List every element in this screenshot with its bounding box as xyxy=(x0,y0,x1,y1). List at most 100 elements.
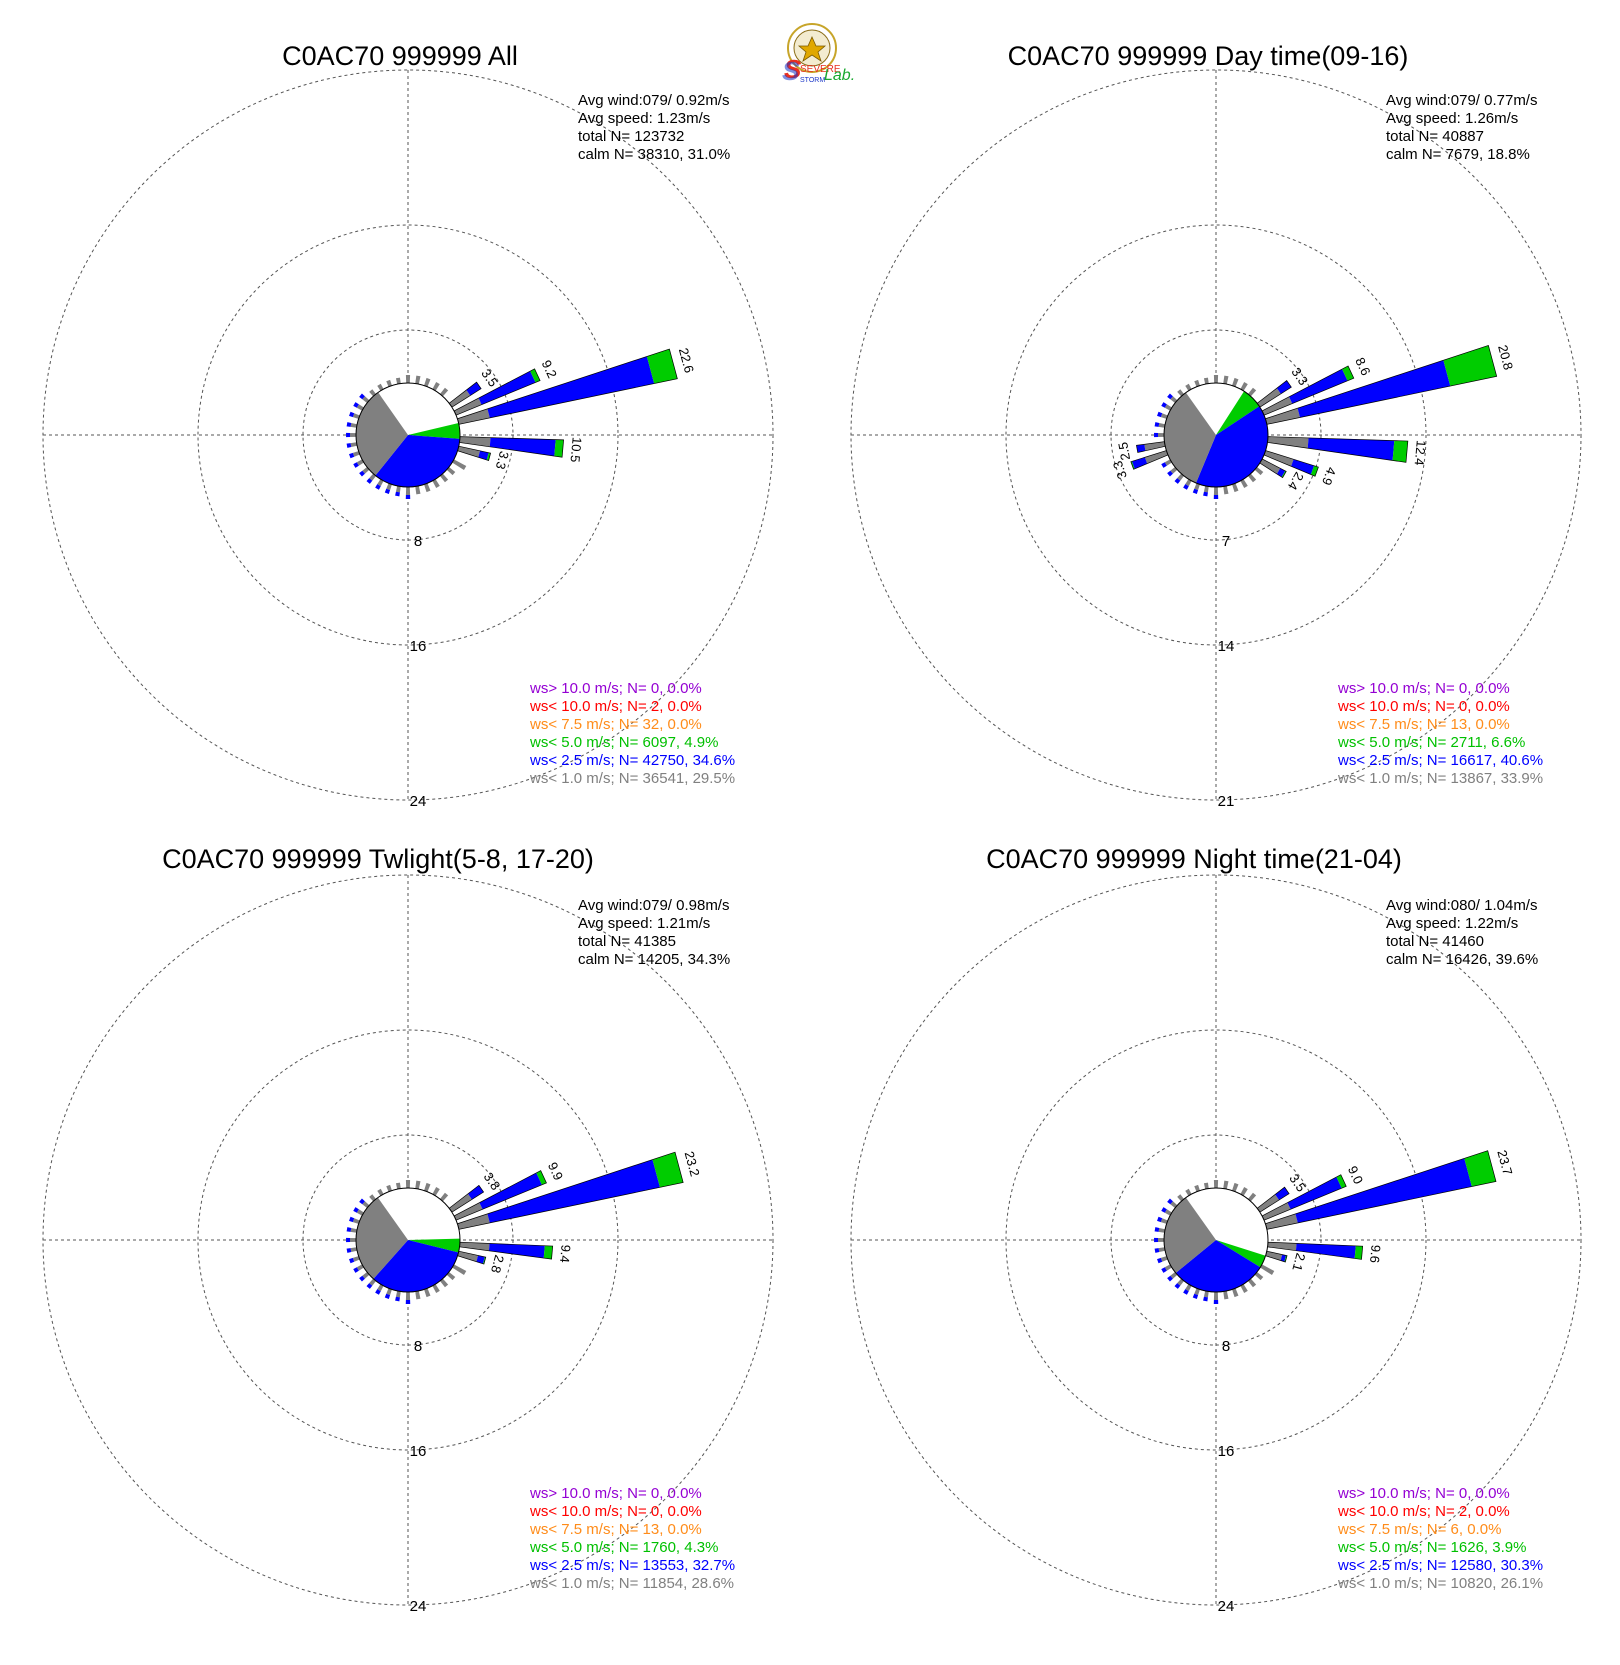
petal-blue-260 xyxy=(346,443,352,448)
spoke-gray-250 xyxy=(1144,450,1168,464)
petal-gray-170 xyxy=(1223,485,1229,495)
petal-blue-200 xyxy=(384,488,391,494)
legend-entry-6: ws< 1.0 m/s; N= 36541, 29.5% xyxy=(529,770,735,787)
petal-blue-200 xyxy=(1192,488,1199,494)
petal-gray-170 xyxy=(1223,1290,1229,1300)
info-line-4: calm N= 14205, 34.3% xyxy=(578,951,730,968)
petal-blue-260 xyxy=(346,1248,352,1253)
petal-blue-230 xyxy=(1167,1275,1173,1282)
petal-gray-280 xyxy=(350,422,358,428)
petal-gray-140 xyxy=(440,1278,449,1288)
petal-gray-270 xyxy=(350,1237,357,1243)
petal-gray-200 xyxy=(386,483,392,491)
petal-gray-220 xyxy=(1177,473,1184,481)
petal-gray-180 xyxy=(405,1291,411,1300)
petal-gray-320 xyxy=(369,389,376,397)
info-line-4: calm N= 16426, 39.6% xyxy=(1386,951,1538,968)
petal-gray-260 xyxy=(350,442,358,448)
calm-pie-white xyxy=(1186,382,1245,435)
petal-gray-30 xyxy=(432,1187,440,1196)
petal-blue-220 xyxy=(366,1283,373,1289)
petal-gray-40 xyxy=(440,387,449,397)
spoke-gray-95 xyxy=(459,436,491,447)
petal-gray-310 xyxy=(1170,396,1178,403)
petal-blue-270 xyxy=(346,432,351,438)
calm-pie-blue xyxy=(1175,1240,1261,1292)
calm-pie-gray xyxy=(1164,392,1216,484)
petal-gray-120 xyxy=(1260,1264,1275,1275)
info-line-3: total N= 123732 xyxy=(578,128,684,145)
spoke-label-75: 22.6 xyxy=(676,346,697,374)
petal-gray-20 xyxy=(424,1182,431,1192)
petal-blue-190 xyxy=(1203,1296,1208,1302)
spoke-green-65 xyxy=(536,1170,547,1185)
spoke-label-95: 10.5 xyxy=(568,436,585,463)
petal-gray-150 xyxy=(432,479,440,488)
legend-entry-5: ws< 2.5 m/s; N= 16617, 40.6% xyxy=(1337,752,1543,769)
petal-gray-20 xyxy=(1232,1182,1239,1192)
petal-blue-300 xyxy=(353,402,359,408)
spoke-blue-95 xyxy=(489,437,556,457)
petal-blue-290 xyxy=(349,1216,355,1223)
legend-entry-1: ws> 10.0 m/s; N= 0, 0.0% xyxy=(529,1485,702,1502)
petal-gray-270 xyxy=(1158,432,1165,438)
petal-blue-210 xyxy=(375,1289,381,1295)
spoke-gray-105 xyxy=(457,446,481,458)
spoke-label-95: 9.4 xyxy=(557,1244,574,1263)
petal-blue-230 xyxy=(359,470,365,477)
ring-label-3: 21 xyxy=(1218,793,1235,810)
logo-lab: Lab. xyxy=(824,67,855,84)
petal-gray-160 xyxy=(424,1288,431,1298)
petal-gray-240 xyxy=(1164,459,1172,466)
legend-entry-2: ws< 10.0 m/s; N= 2, 0.0% xyxy=(529,698,702,715)
petal-blue-300 xyxy=(1161,1207,1167,1213)
petal-gray-190 xyxy=(1203,485,1209,493)
spoke-blue-55 xyxy=(1275,1187,1290,1200)
petal-blue-300 xyxy=(1161,402,1167,408)
petal-blue-250 xyxy=(349,1257,355,1264)
legend-entry-3: ws< 7.5 m/s; N= 6, 0.0% xyxy=(1337,1521,1501,1538)
petal-gray-300 xyxy=(356,1209,364,1216)
spoke-blue-110 xyxy=(1291,459,1315,475)
spoke-blue-75 xyxy=(1297,360,1451,418)
info-line-3: total N= 41385 xyxy=(578,933,676,950)
spoke-label-250: 3.3 xyxy=(1110,459,1130,481)
petal-gray-320 xyxy=(1177,389,1184,397)
spoke-gray-55 xyxy=(1257,1194,1280,1213)
info-line-1: Avg wind:079/ 0.92m/s xyxy=(578,92,729,109)
petal-blue-280 xyxy=(1154,422,1160,427)
petal-gray-280 xyxy=(1158,1227,1166,1233)
petal-gray-20 xyxy=(1232,377,1239,387)
petal-gray-300 xyxy=(1164,1209,1172,1216)
spoke-green-105 xyxy=(486,452,491,461)
legend-entry-1: ws> 10.0 m/s; N= 0, 0.0% xyxy=(1337,1485,1510,1502)
spoke-label-55: 3.5 xyxy=(478,366,501,389)
petal-gray-120 xyxy=(452,459,467,470)
petal-gray-130 xyxy=(1254,467,1264,476)
petal-blue-230 xyxy=(1167,470,1173,477)
petal-gray-180 xyxy=(1213,486,1219,495)
petal-gray-140 xyxy=(440,473,449,483)
spoke-gray-110 xyxy=(1264,450,1294,467)
windrose-panel-3: C0AC70 999999 Twlight(5-8, 17-20) 8 16 24 Av… xyxy=(42,844,774,1615)
petal-gray-230 xyxy=(362,1272,370,1279)
windrose-panel-4: C0AC70 999999 Night time(21-04) 8 16 24 Avg … xyxy=(850,844,1582,1615)
info-line-2: Avg speed: 1.21m/s xyxy=(578,915,710,932)
petal-blue-220 xyxy=(366,478,373,484)
windrose-panel-2: C0AC70 999999 Day time(09-16) 7 14 21 Avg wi… xyxy=(850,41,1582,810)
petal-gray-260 xyxy=(350,1247,358,1253)
petal-gray-160 xyxy=(1232,1288,1239,1298)
petal-gray-250 xyxy=(1160,1256,1168,1262)
petal-gray-230 xyxy=(362,467,370,474)
petal-blue-270 xyxy=(346,1237,351,1243)
spoke-label-65: 9.2 xyxy=(539,358,560,381)
petal-gray-170 xyxy=(415,485,421,495)
legend-entry-3: ws< 7.5 m/s; N= 13, 0.0% xyxy=(1337,716,1510,733)
ring-label-2: 16 xyxy=(1218,1443,1235,1460)
petal-blue-250 xyxy=(349,452,355,459)
petal-blue-180 xyxy=(405,494,411,499)
petal-blue-210 xyxy=(375,484,381,490)
panel-title: C0AC70 999999 Twlight(5-8, 17-20) xyxy=(162,844,594,874)
info-line-4: calm N= 38310, 31.0% xyxy=(578,146,730,163)
